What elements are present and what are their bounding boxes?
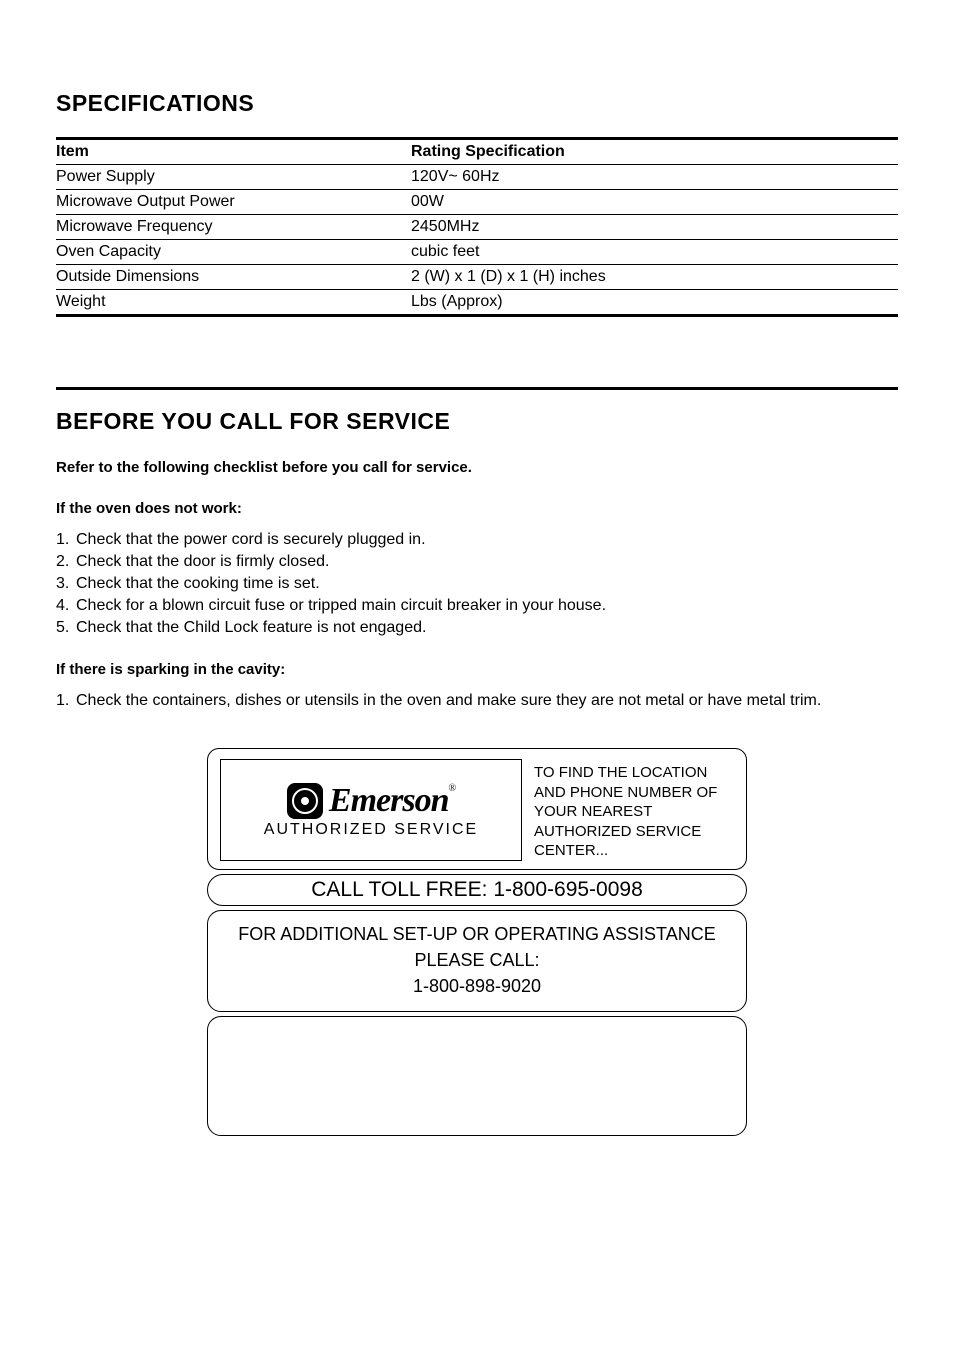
checklist1-title: If the oven does not work: (56, 500, 898, 517)
assist-line3: 1-800-898-9020 (220, 973, 734, 999)
checklist2-title: If there is sparking in the cavity: (56, 661, 898, 678)
service-card: Emerson® AUTHORIZED SERVICE TO FIND THE … (207, 748, 747, 1136)
specifications-heading: SPECIFICATIONS (56, 90, 898, 117)
empty-band (207, 1016, 747, 1136)
list-text: Check that the Child Lock feature is not… (76, 619, 426, 636)
brand-glyph-icon (287, 783, 323, 819)
brand-logo-box: Emerson® AUTHORIZED SERVICE (220, 759, 522, 861)
section-divider (56, 387, 898, 390)
spec-item: Microwave Output Power (56, 190, 411, 215)
table-row: Microwave Output Power 00W (56, 190, 898, 215)
spec-header-rating: Rating Specification (411, 139, 898, 165)
registered-mark: ® (448, 783, 455, 794)
spec-rating: 2 (W) x 1 (D) x 1 (H) inches (411, 265, 898, 290)
spec-rating: Lbs (Approx) (411, 290, 898, 316)
table-row: Weight Lbs (Approx) (56, 290, 898, 316)
list-item: 1.Check the containers, dishes or utensi… (56, 692, 898, 710)
checklist1: 1.Check that the power cord is securely … (56, 531, 898, 637)
list-item: 4.Check for a blown circuit fuse or trip… (56, 597, 898, 615)
spec-item: Weight (56, 290, 411, 316)
list-text: Check that the power cord is securely pl… (76, 531, 426, 548)
list-item: 5.Check that the Child Lock feature is n… (56, 619, 898, 637)
spec-header-row: Item Rating Specification (56, 139, 898, 165)
spec-item: Microwave Frequency (56, 215, 411, 240)
find-location-text: TO FIND THE LOCATION AND PHONE NUMBER OF… (522, 759, 734, 861)
assist-line2: PLEASE CALL: (220, 947, 734, 973)
checklist2: 1.Check the containers, dishes or utensi… (56, 692, 898, 710)
service-intro: Refer to the following checklist before … (56, 459, 898, 476)
spec-rating: 120V~ 60Hz (411, 165, 898, 190)
spec-item: Oven Capacity (56, 240, 411, 265)
specifications-table: Item Rating Specification Power Supply 1… (56, 137, 898, 317)
list-text: Check for a blown circuit fuse or trippe… (76, 597, 606, 614)
table-row: Microwave Frequency 2450MHz (56, 215, 898, 240)
list-item: 1.Check that the power cord is securely … (56, 531, 898, 549)
list-item: 2.Check that the door is firmly closed. (56, 553, 898, 571)
assistance-band: FOR ADDITIONAL SET-UP OR OPERATING ASSIS… (207, 910, 747, 1012)
list-text: Check that the cooking time is set. (76, 575, 320, 592)
table-row: Outside Dimensions 2 (W) x 1 (D) x 1 (H)… (56, 265, 898, 290)
list-item: 3.Check that the cooking time is set. (56, 575, 898, 593)
table-row: Power Supply 120V~ 60Hz (56, 165, 898, 190)
table-row: Oven Capacity cubic feet (56, 240, 898, 265)
brand-logo-row: Emerson® (287, 783, 455, 819)
spec-item: Outside Dimensions (56, 265, 411, 290)
brand-wordmark: Emerson® (329, 784, 455, 818)
service-heading: BEFORE YOU CALL FOR SERVICE (56, 408, 898, 435)
spec-item: Power Supply (56, 165, 411, 190)
list-text: Check the containers, dishes or utensils… (76, 692, 821, 709)
spec-rating: 00W (411, 190, 898, 215)
assist-line1: FOR ADDITIONAL SET-UP OR OPERATING ASSIS… (220, 921, 734, 947)
page: SPECIFICATIONS Item Rating Specification… (0, 0, 954, 1196)
spec-rating: cubic feet (411, 240, 898, 265)
list-text: Check that the door is firmly closed. (76, 553, 329, 570)
toll-free-band: CALL TOLL FREE: 1-800-695-0098 (207, 874, 747, 906)
spec-header-item: Item (56, 139, 411, 165)
authorized-service-label: AUTHORIZED SERVICE (264, 821, 478, 839)
service-card-top: Emerson® AUTHORIZED SERVICE TO FIND THE … (207, 748, 747, 870)
spec-rating: 2450MHz (411, 215, 898, 240)
